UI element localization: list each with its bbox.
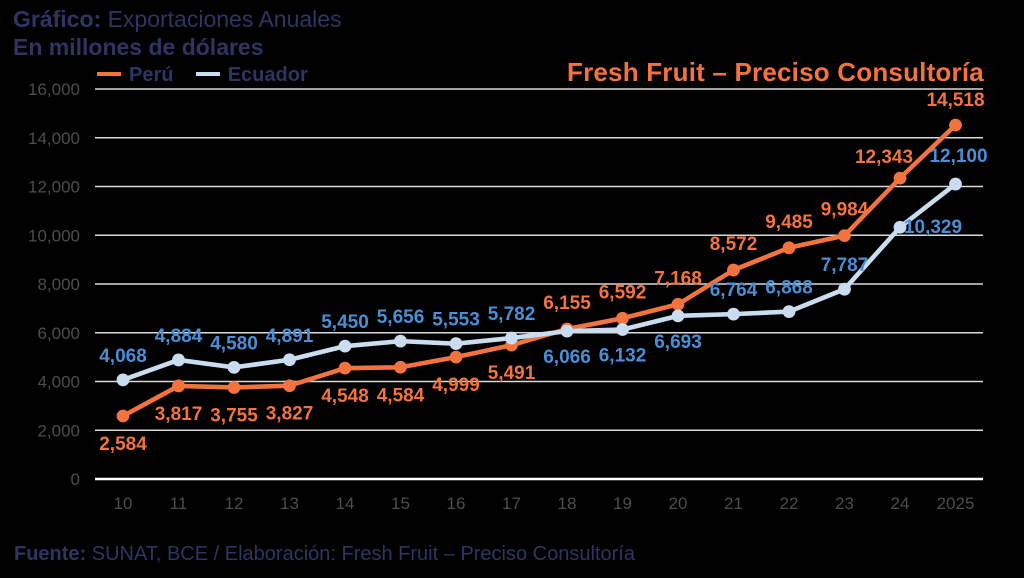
svg-text:12,100: 12,100 [929,146,987,167]
svg-text:10,000: 10,000 [28,226,80,245]
svg-text:6,693: 6,693 [654,332,702,353]
svg-text:8,000: 8,000 [37,275,80,294]
svg-text:21: 21 [724,494,743,513]
svg-text:2,584: 2,584 [99,434,147,455]
svg-text:14: 14 [336,494,355,513]
svg-text:4,891: 4,891 [266,326,314,347]
svg-text:4,884: 4,884 [155,326,203,347]
svg-text:0: 0 [71,470,80,489]
svg-text:14,518: 14,518 [926,90,984,111]
svg-text:3,827: 3,827 [266,404,314,425]
svg-text:4,999: 4,999 [432,375,480,396]
svg-text:15: 15 [391,494,410,513]
svg-text:5,491: 5,491 [488,363,536,384]
svg-text:12,343: 12,343 [855,147,913,168]
svg-text:3,817: 3,817 [155,404,203,425]
svg-text:2025: 2025 [937,494,975,513]
svg-text:4,068: 4,068 [99,346,147,367]
svg-text:6,066: 6,066 [543,347,591,368]
svg-text:4,584: 4,584 [377,385,425,406]
svg-text:20: 20 [669,494,688,513]
svg-text:9,984: 9,984 [821,200,869,221]
svg-text:19: 19 [613,494,632,513]
svg-text:14,000: 14,000 [28,129,80,148]
svg-text:4,580: 4,580 [210,333,258,354]
svg-text:4,000: 4,000 [37,373,80,392]
svg-text:16: 16 [447,494,466,513]
svg-text:23: 23 [835,494,854,513]
svg-text:6,132: 6,132 [599,346,647,367]
svg-text:13: 13 [280,494,299,513]
svg-text:7,168: 7,168 [654,268,702,289]
svg-text:11: 11 [170,494,188,513]
svg-text:5,450: 5,450 [321,312,369,333]
svg-text:6,592: 6,592 [599,282,647,303]
svg-text:9,485: 9,485 [765,212,813,233]
svg-text:22: 22 [780,494,799,513]
svg-text:16,000: 16,000 [28,80,80,99]
svg-text:6,155: 6,155 [543,293,591,314]
svg-text:5,553: 5,553 [432,310,480,331]
svg-text:10: 10 [114,494,133,513]
svg-text:12: 12 [225,494,244,513]
svg-text:3,755: 3,755 [210,405,258,426]
svg-text:2,000: 2,000 [37,421,80,440]
svg-text:17: 17 [502,494,521,513]
svg-text:24: 24 [891,494,910,513]
svg-text:6,868: 6,868 [765,278,813,299]
svg-text:5,656: 5,656 [377,307,425,328]
svg-text:7,787: 7,787 [821,255,869,276]
svg-text:12,000: 12,000 [28,178,80,197]
svg-text:18: 18 [558,494,577,513]
svg-text:4,548: 4,548 [321,386,369,407]
svg-text:8,572: 8,572 [710,234,758,255]
svg-text:6,764: 6,764 [710,280,758,301]
svg-text:5,782: 5,782 [488,304,536,325]
svg-text:6,000: 6,000 [37,324,80,343]
svg-text:10,329: 10,329 [904,217,962,238]
